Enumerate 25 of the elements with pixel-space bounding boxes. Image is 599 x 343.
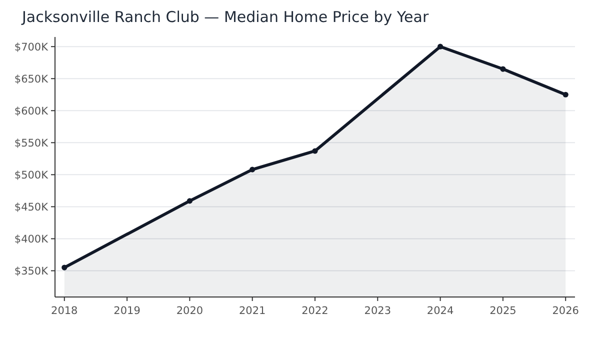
point xyxy=(62,264,68,270)
point xyxy=(250,166,256,172)
x-tick-label: 2018 xyxy=(51,305,78,317)
x-tick-label: 2026 xyxy=(552,305,580,317)
point xyxy=(312,148,318,154)
y-tick-label: $400K xyxy=(14,233,50,246)
y-tick-label: $650K xyxy=(14,73,50,86)
point xyxy=(500,66,506,72)
x-tick-label: 2022 xyxy=(302,305,328,317)
x-tick-label: 2023 xyxy=(364,305,392,317)
point xyxy=(562,92,568,98)
point xyxy=(186,198,192,204)
y-tick-label: $600K xyxy=(14,105,50,118)
y-tick-label: $700K xyxy=(14,41,50,54)
chart-title: Jacksonville Ranch Club — Median Home Price by Year xyxy=(21,8,430,26)
x-tick-label: 2024 xyxy=(426,305,454,317)
point xyxy=(438,44,444,50)
x-tick-label: 2021 xyxy=(238,305,266,317)
y-tick-label: $500K xyxy=(14,169,50,182)
y-tick-label: $550K xyxy=(14,137,50,150)
x-tick-label: 2019 xyxy=(114,305,140,317)
x-tick-label: 2025 xyxy=(490,305,516,317)
y-tick-label: $350K xyxy=(14,265,50,278)
x-tick-label: 2020 xyxy=(176,305,204,317)
y-tick-label: $450K xyxy=(14,201,50,214)
